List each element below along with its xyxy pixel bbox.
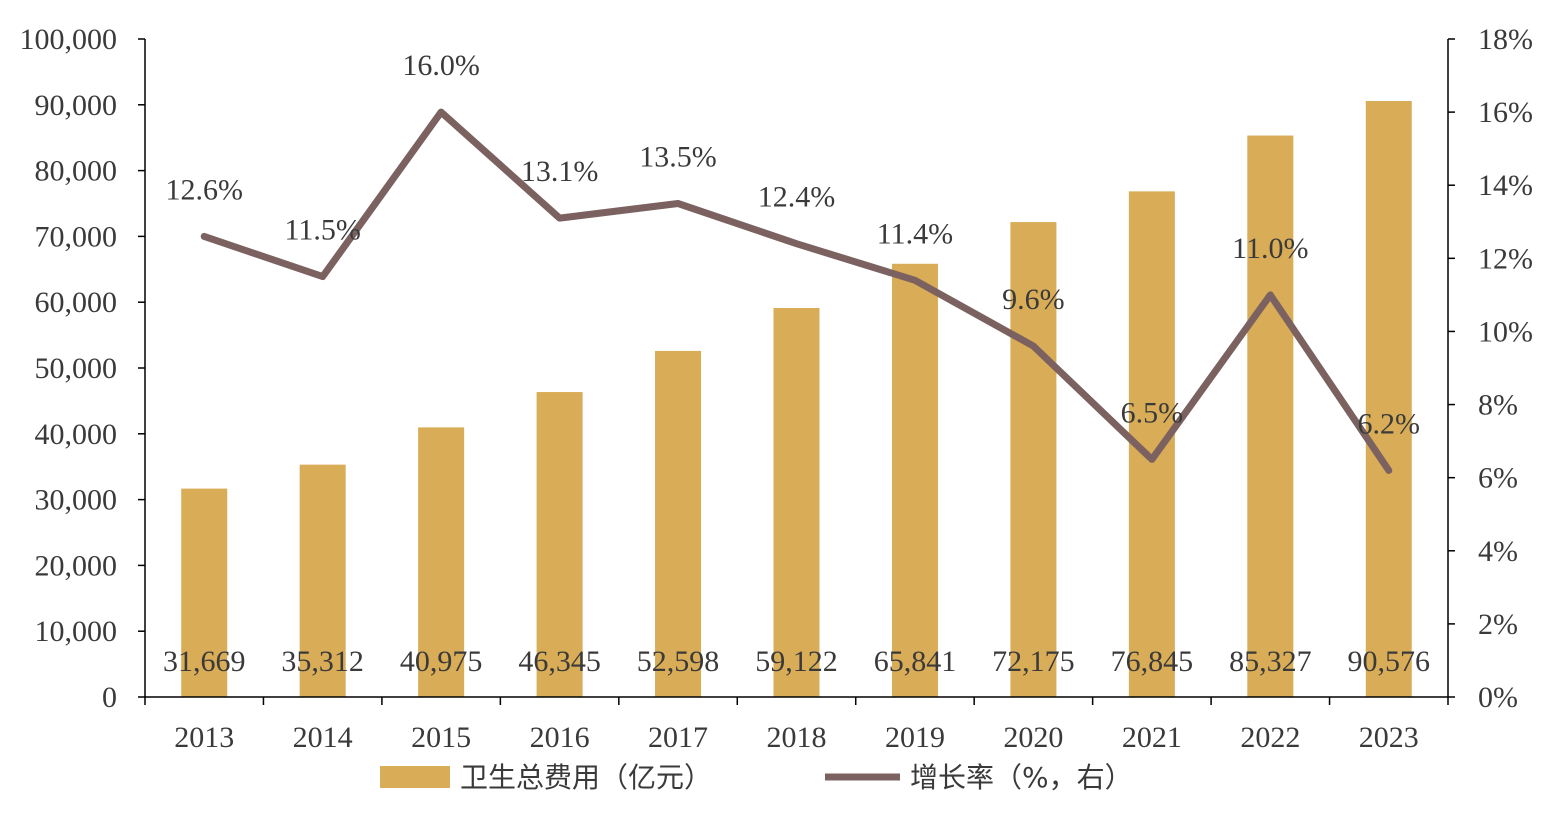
left-tick-label: 50,000 — [35, 352, 118, 385]
left-tick-label: 60,000 — [35, 286, 118, 319]
legend-bar-label: 卫生总费用（亿元） — [460, 761, 712, 794]
left-tick-label: 70,000 — [35, 220, 118, 253]
growth-value-label: 12.6% — [165, 173, 243, 206]
right-tick-label: 8% — [1478, 389, 1518, 422]
left-tick-label: 0 — [102, 681, 117, 714]
labels-layer: 31,669 35,312 40,975 46,345 52,598 59,122 65,8… — [163, 49, 1430, 678]
bar-value-label: 40,975 — [400, 645, 483, 678]
left-tick-label: 80,000 — [35, 155, 118, 188]
growth-value-label: 6.2% — [1358, 407, 1421, 440]
right-tick-label: 2% — [1478, 608, 1518, 641]
bar-2016 — [536, 392, 583, 697]
bar-2022 — [1247, 135, 1294, 697]
bar-value-label: 85,327 — [1229, 645, 1312, 678]
bar-value-label: 52,598 — [637, 645, 720, 678]
x-tick-label: 2022 — [1240, 721, 1300, 754]
bar-2023 — [1365, 101, 1412, 698]
axes-layer: 0 10,000 20,000 30,000 40,000 50,000 60,000 70,… — [20, 23, 1534, 754]
growth-value-label: 9.6% — [1002, 283, 1065, 316]
bar-2020 — [1010, 222, 1057, 697]
x-tick-label: 2015 — [411, 721, 471, 754]
bar-value-label: 59,122 — [755, 645, 838, 678]
bar-2014 — [299, 464, 346, 697]
legend-bar-swatch — [380, 766, 450, 788]
bar-value-label: 76,845 — [1111, 645, 1194, 678]
x-tick-label: 2020 — [1003, 721, 1063, 754]
left-tick-label: 30,000 — [35, 484, 118, 517]
right-tick-label: 14% — [1478, 169, 1533, 202]
bar-2018 — [773, 307, 820, 697]
x-tick-label: 2016 — [530, 721, 590, 754]
x-tick-label: 2018 — [767, 721, 827, 754]
left-tick-label: 40,000 — [35, 418, 118, 451]
x-tick-label: 2023 — [1359, 721, 1419, 754]
legend-line-label: 增长率（%，右） — [910, 761, 1133, 794]
bar-value-label: 90,576 — [1348, 645, 1431, 678]
growth-value-label: 11.4% — [877, 217, 953, 250]
x-tick-label: 2021 — [1122, 721, 1182, 754]
bar-value-label: 31,669 — [163, 645, 246, 678]
bar-2017 — [655, 350, 702, 697]
line-layer — [200, 108, 1393, 474]
right-tick-label: 12% — [1478, 242, 1533, 275]
right-tick-label: 10% — [1478, 315, 1533, 348]
right-tick-label: 4% — [1478, 535, 1518, 568]
x-tick-label: 2017 — [648, 721, 708, 754]
legend: 卫生总费用（亿元） 增长率（%，右） — [380, 761, 1133, 794]
right-tick-label: 16% — [1478, 96, 1533, 129]
growth-value-label: 12.4% — [758, 181, 836, 214]
bar-value-label: 65,841 — [874, 645, 957, 678]
growth-value-label: 13.5% — [639, 141, 717, 174]
right-tick-label: 0% — [1478, 681, 1518, 714]
x-tick-label: 2019 — [885, 721, 945, 754]
left-tick-label: 20,000 — [35, 549, 118, 582]
bar-value-label: 72,175 — [992, 645, 1075, 678]
growth-value-label: 13.1% — [521, 155, 599, 188]
growth-value-label: 11.5% — [284, 214, 360, 247]
x-tick-label: 2013 — [174, 721, 234, 754]
left-tick-label: 100,000 — [20, 23, 118, 56]
bar-value-label: 35,312 — [281, 645, 364, 678]
right-tick-label: 18% — [1478, 23, 1533, 56]
growth-value-label: 6.5% — [1121, 396, 1184, 429]
bar-value-label: 46,345 — [518, 645, 601, 678]
growth-value-label: 11.0% — [1232, 232, 1308, 265]
left-tick-label: 10,000 — [35, 615, 118, 648]
bar-2019 — [891, 263, 938, 697]
x-tick-label: 2014 — [293, 721, 353, 754]
right-tick-label: 6% — [1478, 462, 1518, 495]
bar-2015 — [418, 427, 465, 697]
left-tick-label: 90,000 — [35, 89, 118, 122]
growth-value-label: 16.0% — [402, 49, 480, 82]
bar-2013 — [181, 488, 228, 697]
